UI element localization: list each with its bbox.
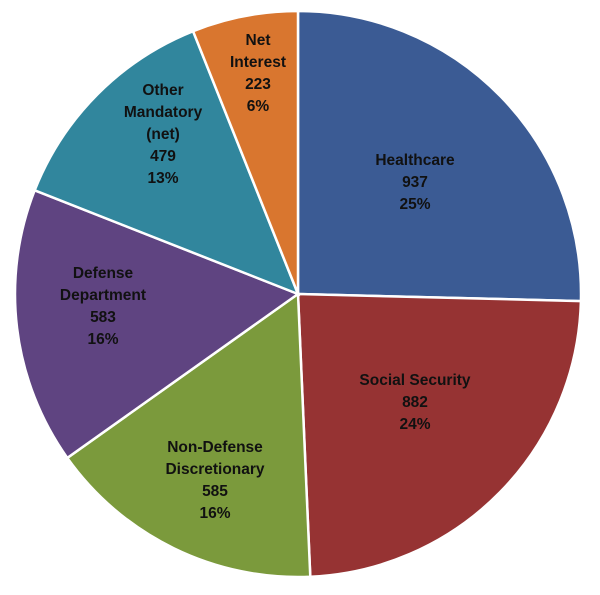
label-line: 13% (147, 170, 178, 187)
label-line: 479 (150, 148, 176, 165)
label-line: 882 (402, 394, 428, 411)
label-line: Defense (73, 265, 134, 282)
label-line: 585 (202, 483, 228, 500)
label-line: 16% (87, 331, 118, 348)
slice-data-label: Other Mandatory (net) 479 13% (124, 82, 203, 187)
label-line: 25% (399, 196, 430, 213)
slice-data-label: Defense Department 583 16% (60, 265, 146, 348)
slice-data-label: Non-Defense Discretionary 585 16% (165, 439, 264, 522)
label-line: Department (60, 287, 146, 304)
label-line: Non-Defense (167, 439, 263, 456)
label-line: Mandatory (124, 104, 203, 121)
pie-slice (191, 9, 300, 295)
pie-slice (296, 9, 583, 303)
slice-data-label: Social Security 882 24% (359, 372, 471, 433)
pie-slice (33, 29, 301, 297)
label-line: 24% (399, 416, 430, 433)
label-line: Discretionary (165, 461, 264, 478)
label-line: 223 (245, 76, 271, 93)
label-line: Healthcare (375, 152, 455, 169)
label-line: 6% (247, 98, 270, 115)
label-line: Interest (230, 54, 286, 71)
label-line: Social Security (359, 372, 471, 389)
pie-slice (296, 292, 583, 579)
label-line: Net (246, 32, 271, 49)
label-line: 937 (402, 174, 428, 191)
label-line: (net) (146, 126, 180, 143)
slice-data-label: Healthcare 937 25% (375, 152, 455, 213)
slice-data-label: Net Interest 223 6% (230, 32, 286, 115)
label-line: 583 (90, 309, 116, 326)
pie-slice (65, 291, 312, 579)
pie-slice (13, 188, 301, 460)
label-line: 16% (199, 505, 230, 522)
label-line: Other (142, 82, 183, 99)
